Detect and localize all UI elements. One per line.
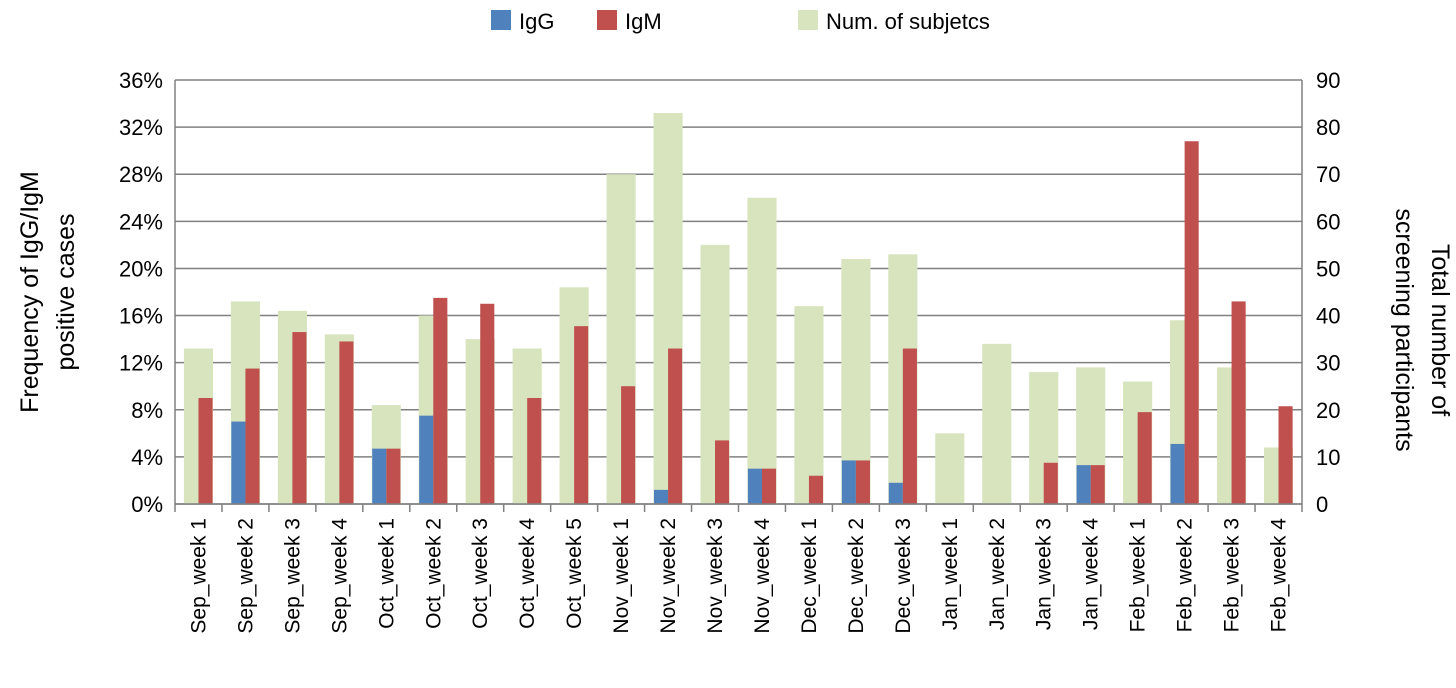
- igm-bar: [433, 297, 448, 504]
- x-category-label: Sep_week 2: [234, 518, 257, 634]
- left-axis-title: positive cases: [52, 213, 80, 370]
- subjects-bar: [982, 343, 1012, 504]
- x-category-label: Dec_week 2: [845, 518, 868, 634]
- igm-bar: [339, 341, 354, 504]
- igm-bar: [761, 468, 777, 504]
- left-tick-label: 20%: [119, 256, 163, 281]
- left-tick-label: 4%: [131, 445, 163, 470]
- igg-bar: [888, 482, 903, 504]
- igm-bar: [621, 386, 636, 504]
- x-category-label: Feb_week 3: [1221, 518, 1244, 632]
- left-tick-label: 28%: [119, 162, 163, 187]
- subjects-bar: [794, 306, 824, 504]
- x-category-label: Feb_week 2: [1174, 518, 1197, 632]
- x-category-label: Dec_week 3: [892, 518, 915, 634]
- x-category-label: Oct_week 2: [422, 518, 445, 629]
- right-tick-label: 40: [1316, 304, 1340, 329]
- right-tick-label: 90: [1316, 68, 1340, 93]
- igm-bar: [574, 326, 589, 504]
- left-tick-label: 32%: [119, 115, 163, 140]
- left-tick-label: 0%: [131, 492, 163, 517]
- x-category-label: Jan_week 4: [1080, 518, 1103, 630]
- igm-bar: [855, 460, 870, 504]
- right-axis-title: screening participants: [1390, 208, 1418, 451]
- right-tick-label: 70: [1316, 162, 1340, 187]
- igm-bar: [1278, 406, 1293, 504]
- igm-bar: [1231, 301, 1246, 504]
- igg-bar: [1076, 465, 1091, 504]
- right-tick-label: 30: [1316, 351, 1340, 376]
- igm-bar: [808, 475, 824, 504]
- legend-igg-swatch: [491, 10, 511, 30]
- igm-bar: [480, 303, 495, 504]
- legend-igg-label: IgG: [519, 9, 554, 34]
- igm-bar: [715, 440, 730, 504]
- igm-bar: [902, 348, 917, 504]
- left-axis-title: Frequency of IgG/IgM: [16, 171, 44, 413]
- left-tick-label: 24%: [119, 209, 163, 234]
- legend-subjects-swatch: [798, 10, 818, 30]
- x-category-label: Sep_week 4: [328, 518, 351, 634]
- legend-igm-swatch: [597, 10, 617, 30]
- left-tick-label: 8%: [131, 398, 163, 423]
- subjects-bar: [935, 433, 965, 504]
- x-category-label: Feb_week 1: [1127, 518, 1150, 632]
- x-category-label: Nov_week 3: [704, 518, 727, 634]
- x-category-label: Oct_week 1: [375, 518, 398, 629]
- x-category-label: Nov_week 2: [657, 518, 680, 634]
- igm-bar: [386, 448, 401, 504]
- legend-subjects-label: Num. of subjetcs: [826, 9, 990, 34]
- x-category-label: Jan_week 2: [986, 518, 1009, 630]
- x-category-label: Feb_week 4: [1268, 518, 1291, 633]
- right-tick-label: 0: [1316, 492, 1328, 517]
- igm-bar: [198, 398, 213, 504]
- right-tick-label: 20: [1316, 398, 1340, 423]
- right-axis-title: Total number of: [1426, 244, 1454, 416]
- igg-bar: [653, 489, 669, 504]
- x-category-label: Oct_week 3: [469, 518, 492, 629]
- igg-bar: [372, 448, 387, 504]
- left-tick-label: 12%: [119, 351, 163, 376]
- right-tick-label: 10: [1316, 445, 1340, 470]
- igm-bar: [1137, 412, 1152, 504]
- igm-bar: [1090, 465, 1105, 504]
- legend-igm-label: IgM: [625, 9, 662, 34]
- x-category-label: Sep_week 1: [187, 518, 210, 634]
- x-category-label: Sep_week 3: [281, 518, 304, 634]
- igm-bar: [668, 348, 683, 504]
- x-category-label: Jan_week 3: [1033, 518, 1056, 630]
- igg-bar: [841, 460, 856, 504]
- right-tick-label: 50: [1316, 256, 1340, 281]
- igm-bar: [527, 398, 542, 504]
- igg-bar: [419, 415, 434, 504]
- right-tick-label: 60: [1316, 209, 1340, 234]
- x-category-label: Oct_week 4: [516, 518, 539, 629]
- igg-bar: [231, 421, 246, 504]
- x-category-label: Nov_week 1: [610, 518, 633, 634]
- left-tick-label: 36%: [119, 68, 163, 93]
- igm-bar: [245, 368, 260, 504]
- x-category-label: Jan_week 1: [939, 518, 962, 630]
- right-tick-label: 80: [1316, 115, 1340, 140]
- igg-bar: [1170, 443, 1185, 504]
- x-category-label: Oct_week 5: [563, 518, 586, 629]
- igm-bar: [1184, 141, 1199, 504]
- x-category-label: Dec_week 1: [798, 518, 821, 634]
- igg-bar: [747, 468, 762, 504]
- igm-bar: [292, 332, 307, 504]
- left-tick-label: 16%: [119, 304, 163, 329]
- subjects-bar: [747, 197, 777, 504]
- x-category-label: Nov_week 4: [751, 518, 774, 634]
- igm-bar: [1043, 462, 1058, 504]
